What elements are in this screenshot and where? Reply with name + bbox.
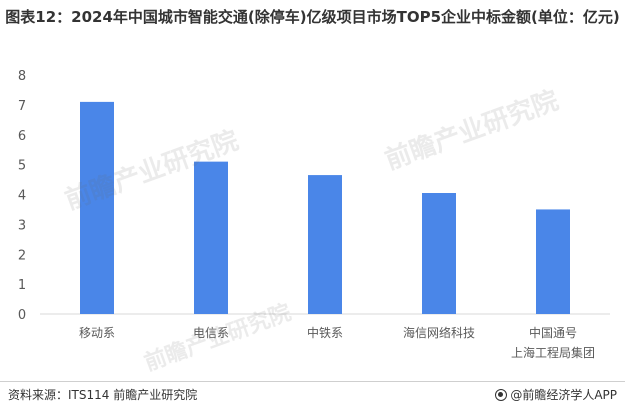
bar — [536, 209, 570, 314]
bar — [308, 175, 342, 314]
brand-logo-icon — [495, 388, 508, 401]
y-tick-label: 5 — [18, 159, 26, 174]
chart-title: 图表12：2024年中国城市智能交通(除停车)亿级项目市场TOP5企业中标金额(… — [5, 8, 620, 26]
bar — [80, 101, 114, 314]
y-tick-label: 3 — [18, 218, 26, 233]
y-tick-label: 1 — [18, 278, 26, 293]
x-category-label: 电信系 — [193, 326, 229, 340]
x-category-label: 海信网络科技 — [403, 325, 475, 340]
x-category-label: 中铁系 — [307, 325, 343, 340]
y-tick-label: 8 — [18, 69, 26, 84]
brand-credit: @前瞻经济学人APP — [495, 386, 617, 403]
x-category-label: 中国通号 — [529, 325, 577, 340]
y-tick-label: 2 — [18, 248, 26, 263]
bar — [194, 161, 228, 314]
x-category-label: 移动系 — [79, 326, 115, 340]
y-tick-label: 6 — [18, 129, 26, 144]
bar — [422, 193, 456, 314]
brand-label: @前瞻经济学人APP — [510, 388, 617, 402]
x-category-label: 上海工程局集团 — [511, 345, 595, 360]
y-tick-label: 7 — [18, 99, 26, 114]
y-tick-label: 0 — [18, 308, 26, 323]
footer-divider — [0, 381, 625, 382]
y-tick-label: 4 — [18, 189, 26, 204]
source-note: 资料来源：ITS114 前瞻产业研究院 — [8, 388, 198, 402]
